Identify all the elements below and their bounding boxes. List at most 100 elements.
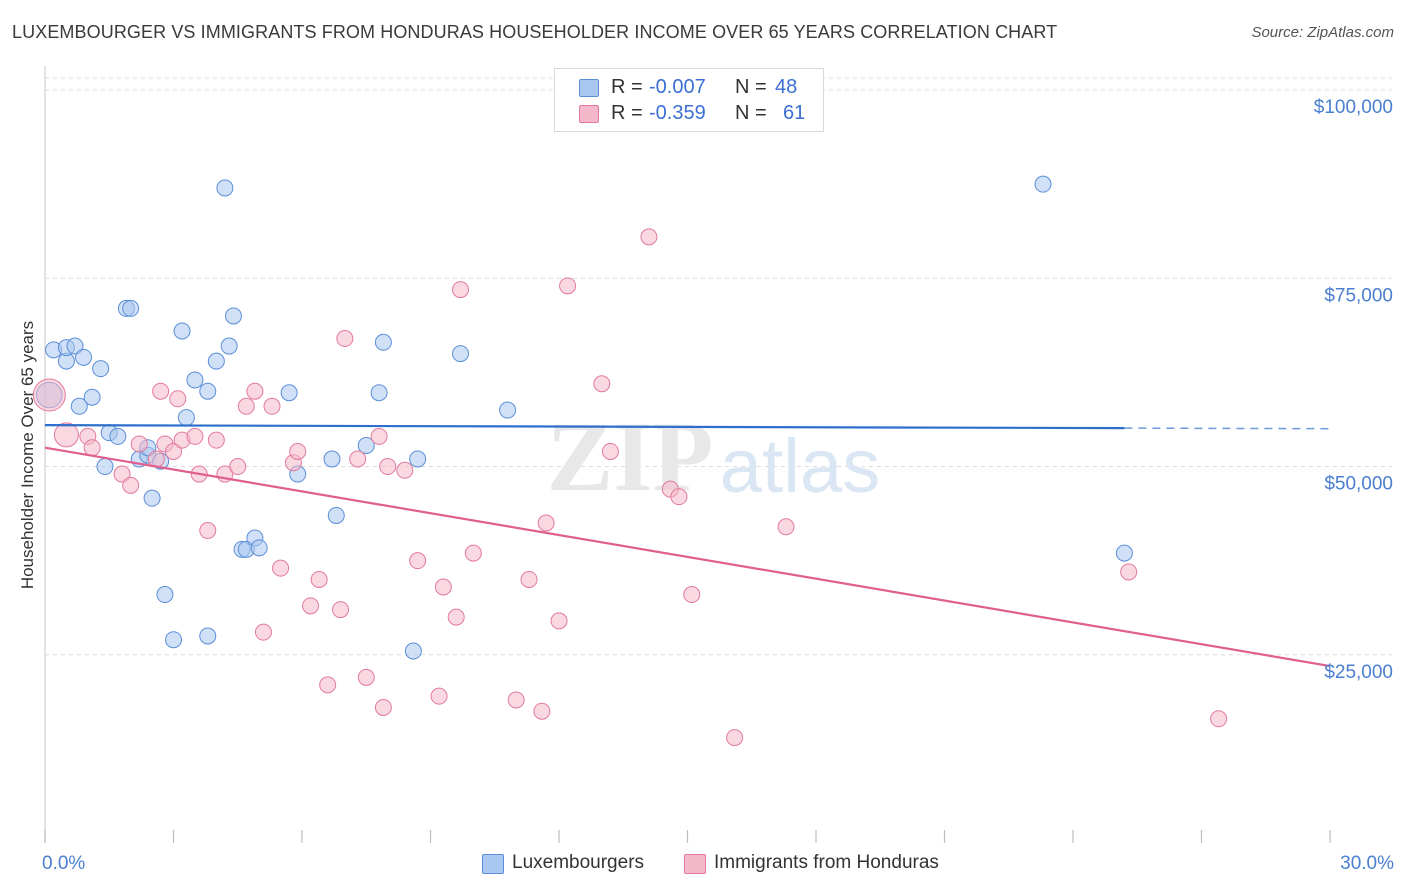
honduras-point (332, 601, 350, 619)
luxembourgers-point (156, 586, 174, 604)
y-tick-label: $100,000 (1314, 97, 1393, 118)
honduras-point (374, 698, 392, 716)
honduras-point (777, 518, 795, 536)
honduras-point (272, 559, 290, 577)
honduras-point (1120, 563, 1138, 581)
luxembourgers-trend-line (44, 424, 1125, 430)
legend-swatch-pink (684, 854, 706, 874)
honduras-point (302, 597, 320, 615)
luxembourgers-point (370, 384, 388, 402)
luxembourgers-point (186, 371, 204, 389)
honduras-point (533, 702, 551, 720)
luxembourgers-point (357, 436, 375, 454)
legend: Luxembourgers Immigrants from Honduras (0, 852, 1406, 878)
luxembourgers-point (220, 337, 238, 355)
luxembourgers-point (165, 631, 182, 649)
luxembourgers-point (75, 348, 93, 366)
honduras-point (379, 458, 397, 476)
tick-labels: $100,000 $75,000 $50,000 $25,000 0.0% 30.0% (42, 97, 1394, 874)
honduras-point (152, 382, 170, 400)
y-tick-label: $50,000 (1324, 474, 1393, 495)
n-value: 48 (775, 76, 798, 98)
luxembourgers-point (216, 179, 234, 197)
trend-lines (44, 424, 1331, 668)
honduras-point (237, 397, 255, 415)
luxembourgers-point (323, 450, 341, 468)
luxembourgers-point (96, 458, 114, 476)
luxembourgers-point (451, 345, 469, 363)
axes (44, 66, 1331, 843)
luxembourgers-point (66, 337, 84, 355)
honduras-point (464, 544, 482, 562)
chart-title: LUXEMBOURGER VS IMMIGRANTS FROM HONDURAS… (12, 22, 1058, 42)
luxembourgers-point (177, 409, 195, 427)
y-tick-label: $75,000 (1324, 285, 1393, 306)
honduras-point (683, 586, 701, 604)
honduras-point (199, 522, 217, 540)
honduras-point (396, 461, 414, 479)
luxembourgers-point (250, 539, 268, 557)
honduras-point (434, 578, 452, 596)
honduras-point (319, 676, 337, 694)
honduras-point (640, 228, 658, 246)
watermark-zip: ZIP (547, 401, 714, 512)
x-tick-label: 30.0% (1340, 853, 1394, 874)
stats-row-honduras: R = -0.359 N = 61 (555, 101, 823, 125)
legend-label: Luxembourgers (512, 852, 645, 873)
honduras-point (451, 281, 469, 299)
luxembourgers-point (224, 307, 242, 325)
luxembourgers-point (143, 489, 161, 507)
honduras-point (550, 612, 568, 630)
blue-swatch (579, 79, 599, 97)
honduras-points (32, 228, 1228, 747)
honduras-point (370, 427, 388, 445)
honduras-point (53, 422, 79, 448)
honduras-point (113, 465, 131, 483)
honduras-point (229, 458, 247, 476)
honduras-point (670, 488, 688, 506)
honduras-point (32, 378, 66, 412)
legend-swatch-blue (482, 854, 504, 874)
honduras-point (130, 435, 148, 453)
luxembourgers-point (499, 401, 517, 419)
watermark: ZIP atlas (547, 401, 881, 512)
honduras-point (186, 427, 204, 445)
honduras-point (165, 442, 182, 460)
honduras-point (447, 608, 465, 626)
luxembourgers-point (199, 382, 217, 400)
honduras-point (254, 623, 272, 641)
luxembourgers-point (70, 397, 88, 415)
r-label: R = (611, 102, 643, 124)
luxembourgers-point (207, 352, 225, 370)
watermark-atlas: atlas (720, 424, 881, 509)
luxembourgers-point (199, 627, 217, 645)
stats-box: R = -0.007 N = 48 R = -0.359 N = 61 (554, 68, 824, 132)
luxembourgers-trend-extension (1124, 427, 1331, 430)
luxembourgers-point (1034, 175, 1052, 193)
r-label: R = (611, 76, 643, 98)
honduras-point (122, 476, 140, 494)
honduras-point (409, 552, 427, 570)
n-label: N = (735, 102, 767, 124)
honduras-point (83, 439, 101, 457)
honduras-point (263, 397, 281, 415)
y-tick-label: $25,000 (1324, 662, 1393, 683)
legend-label: Immigrants from Honduras (714, 852, 939, 873)
stats-row-luxembourgers: R = -0.007 N = 48 (555, 75, 823, 99)
honduras-point (593, 375, 611, 393)
luxembourgers-point (109, 427, 127, 445)
honduras-point (349, 450, 367, 468)
honduras-point (357, 668, 375, 686)
r-value: -0.359 (649, 102, 706, 124)
luxembourgers-point (409, 450, 427, 468)
honduras-point (169, 390, 187, 408)
luxembourgers-point (83, 388, 101, 406)
honduras-point (520, 570, 538, 588)
x-tick-label: 0.0% (42, 853, 85, 874)
luxembourgers-point (122, 299, 140, 317)
honduras-point (246, 382, 264, 400)
luxembourgers-point (374, 333, 392, 351)
honduras-point (1210, 710, 1228, 728)
honduras-point (430, 687, 448, 705)
